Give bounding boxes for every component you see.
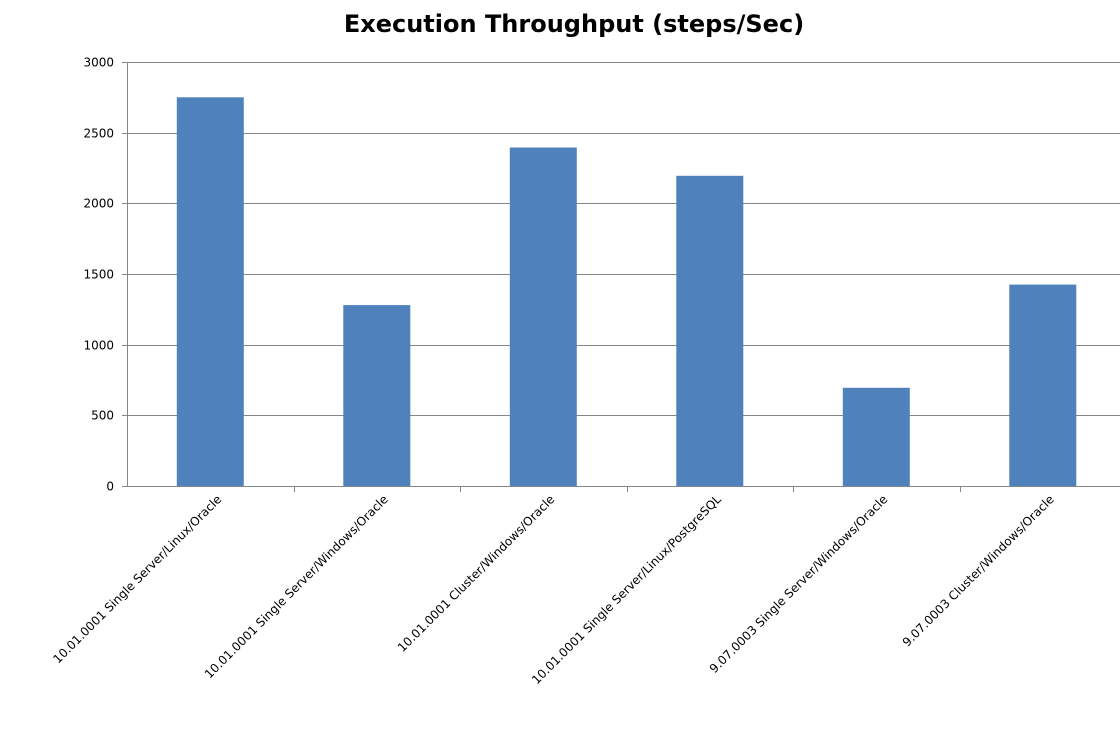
axes [122, 62, 1120, 492]
y-tick-label: 1500 [83, 268, 114, 282]
x-category-label: 10.01.0001 Cluster/Windows/Oracle [395, 492, 558, 655]
bars [176, 97, 1077, 487]
y-tick-labels: 0 500 1000 1500 2000 2500 3000 [83, 56, 114, 494]
bar [1009, 284, 1077, 486]
bar [842, 387, 910, 486]
y-tick-label: 0 [106, 480, 114, 494]
x-category-label: 10.01.0001 Single Server/Linux/Oracle [50, 492, 224, 666]
y-tick-label: 2500 [83, 127, 114, 141]
x-category-label: 9.07.0003 Single Server/Windows/Oracle [707, 492, 891, 676]
x-category-label: 10.01.0001 Single Server/Windows/Oracle [202, 492, 391, 681]
gridlines [127, 62, 1120, 416]
x-category-label: 10.01.0001 Single Server/Linux/PostgreSQ… [529, 492, 724, 687]
y-tick-label: 2000 [83, 197, 114, 211]
bar [343, 305, 411, 486]
bar [176, 97, 244, 487]
chart-title: Execution Throughput (steps/Sec) [344, 10, 804, 38]
bar [509, 147, 577, 486]
y-tick-label: 500 [91, 409, 114, 423]
y-tick-label: 1000 [83, 339, 114, 353]
y-tick-label: 3000 [83, 56, 114, 70]
x-category-label: 9.07.0003 Cluster/Windows/Oracle [900, 492, 1057, 649]
bar [676, 175, 744, 487]
x-category-labels: 10.01.0001 Single Server/Linux/Oracle10.… [50, 492, 1056, 687]
